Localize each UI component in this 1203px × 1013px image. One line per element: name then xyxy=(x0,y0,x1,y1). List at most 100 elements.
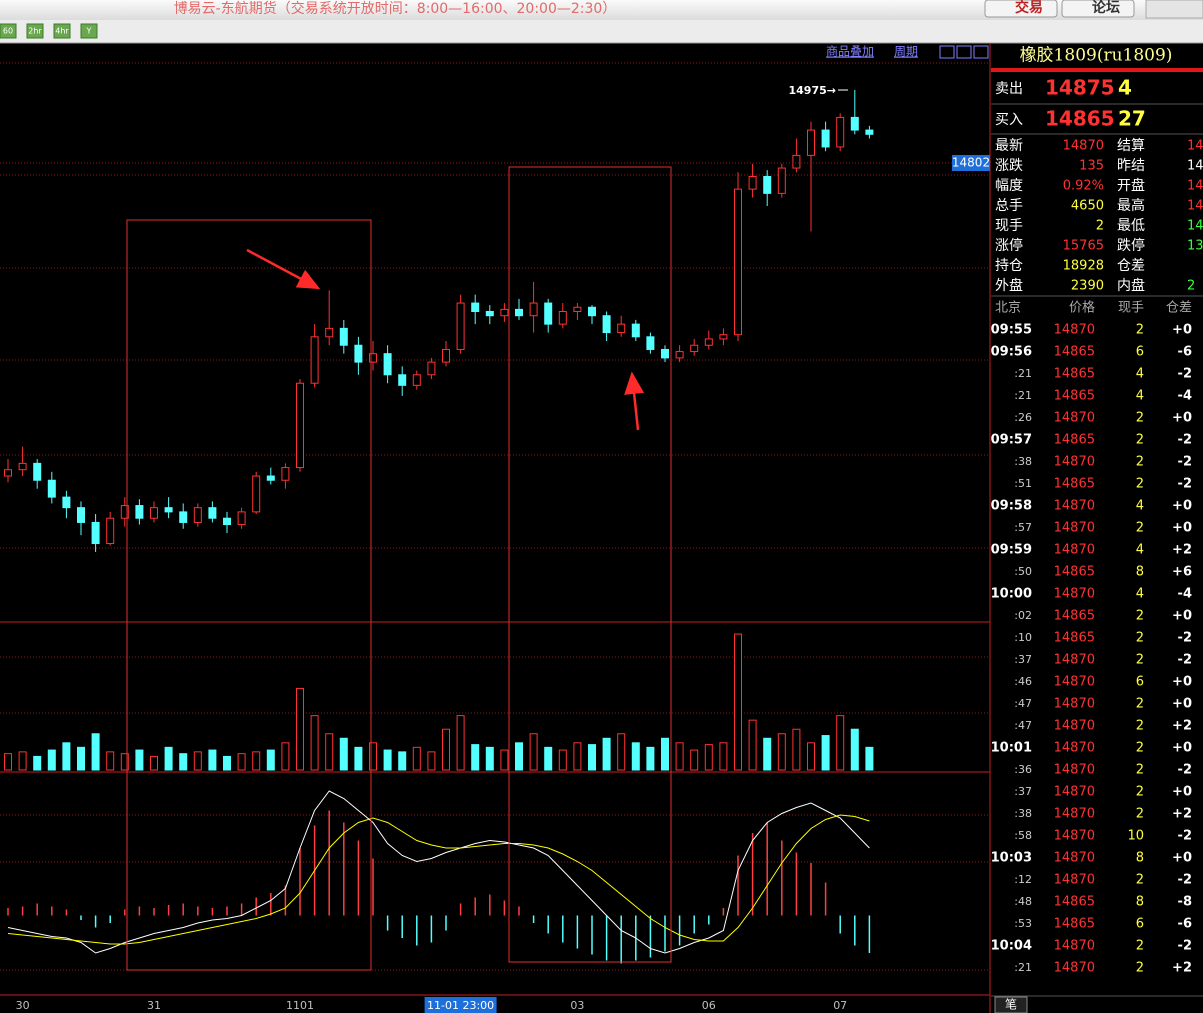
trade-volume: 6 xyxy=(1136,917,1144,932)
trade-volume: 2 xyxy=(1136,653,1144,668)
trade-change: +0 xyxy=(1172,851,1192,866)
trade-time: :51 xyxy=(1014,477,1032,490)
toolbar-label[interactable]: 2hr xyxy=(28,27,42,36)
trade-change: -2 xyxy=(1178,939,1192,954)
trades-tab[interactable]: 笔 xyxy=(1005,997,1017,1012)
link[interactable]: 商品叠加 xyxy=(826,44,874,59)
volume-bar xyxy=(792,728,801,771)
volume-bar xyxy=(310,715,319,771)
candle-body xyxy=(807,129,815,156)
trade-price: 14870 xyxy=(1054,961,1095,976)
volume-bar xyxy=(106,751,115,771)
volume-bar xyxy=(704,744,713,771)
trade-change: -4 xyxy=(1178,587,1192,602)
volume-bar xyxy=(339,737,348,771)
quote-size: 4 xyxy=(1118,76,1132,100)
trade-volume: 4 xyxy=(1136,587,1144,602)
trade-price: 14870 xyxy=(1054,697,1095,712)
toolbar-button[interactable] xyxy=(53,23,71,39)
trade-change: -2 xyxy=(1178,433,1192,448)
volume-bar xyxy=(18,751,27,771)
window-controls[interactable] xyxy=(1145,0,1203,19)
quote-row-label: 涨跌 xyxy=(995,158,1023,174)
button-label[interactable]: 论坛 xyxy=(1092,0,1120,16)
candle-body xyxy=(661,348,669,359)
trade-volume: 4 xyxy=(1136,543,1144,558)
candle-body xyxy=(252,475,261,513)
trade-change: -8 xyxy=(1178,895,1192,910)
trade-time: :12 xyxy=(1014,873,1032,886)
tab-background[interactable] xyxy=(994,996,1028,1013)
trade-volume: 2 xyxy=(1136,741,1144,756)
x-tick-label: 1101 xyxy=(286,999,314,1012)
volume-bar xyxy=(237,753,246,771)
trade-change: +0 xyxy=(1172,323,1192,338)
trade-change: +2 xyxy=(1172,543,1192,558)
volume-bar xyxy=(719,742,728,771)
plot xyxy=(0,89,952,964)
button[interactable] xyxy=(1061,0,1135,18)
trade-price: 14870 xyxy=(1054,741,1095,756)
x-tick-label: 06 xyxy=(702,999,716,1012)
link[interactable]: 周期 xyxy=(894,45,918,59)
candle-body xyxy=(354,344,363,363)
quote-row-value: 135 xyxy=(1079,159,1104,174)
volume-bar xyxy=(485,746,494,771)
trade-price: 14870 xyxy=(1054,499,1095,514)
trade-time: 09:59 xyxy=(991,543,1032,558)
candle-body xyxy=(865,129,874,135)
toolbar-label[interactable]: 4hr xyxy=(55,27,69,36)
trade-price: 14870 xyxy=(1054,807,1095,822)
quote-separators xyxy=(991,103,1203,997)
candle-body xyxy=(47,479,56,498)
volume-bar xyxy=(4,753,12,771)
quote-row-value: 15765 xyxy=(1063,239,1104,254)
volume-bar xyxy=(266,749,275,771)
trade-change: +2 xyxy=(1172,961,1192,976)
toolbar-label[interactable]: 60 xyxy=(3,27,13,36)
trade-change: +0 xyxy=(1172,609,1192,624)
quote-price: 14865 xyxy=(1045,107,1115,131)
quote-row-value: 14 xyxy=(1187,139,1203,154)
trades-header: 现手 xyxy=(1118,301,1144,316)
toolbar-button[interactable] xyxy=(26,23,44,39)
volume-bar xyxy=(427,751,436,771)
candle-body xyxy=(850,116,859,131)
candle-body xyxy=(544,302,553,325)
button[interactable] xyxy=(984,0,1058,18)
button-label[interactable]: 交易 xyxy=(1015,0,1043,16)
trade-change: -2 xyxy=(1178,477,1192,492)
trade-time: :50 xyxy=(1014,565,1032,578)
trade-change: -2 xyxy=(1178,455,1192,470)
quote-title: 橡胶1809(ru1809) xyxy=(1020,46,1173,66)
candle-body xyxy=(646,336,655,350)
volume-bar xyxy=(529,733,538,771)
quote-row-label: 内盘 xyxy=(1117,277,1145,294)
trade-price: 14870 xyxy=(1054,543,1095,558)
highlight-box xyxy=(508,166,672,963)
trade-time: 10:00 xyxy=(991,587,1032,602)
volume-bar xyxy=(412,746,421,771)
toolbar-button[interactable] xyxy=(0,23,17,39)
zoom-icons[interactable] xyxy=(939,45,989,59)
x-tick-label: 30 xyxy=(16,999,30,1012)
volume-bar xyxy=(471,744,480,771)
volume-bar xyxy=(325,733,334,771)
trade-time: :37 xyxy=(1014,785,1032,798)
volume-bar xyxy=(91,733,100,771)
quote-row-value: 13 xyxy=(1187,239,1203,254)
quote-row-label: 最新 xyxy=(995,138,1023,154)
candle-body xyxy=(631,323,640,338)
volume-bar xyxy=(442,728,450,771)
quote-row-value: 14 xyxy=(1187,159,1203,174)
last-price-box xyxy=(952,154,990,171)
toolbar-label[interactable]: Y xyxy=(86,27,92,36)
volume-bar xyxy=(150,755,158,771)
trade-volume: 2 xyxy=(1136,873,1144,888)
trade-time: :02 xyxy=(1014,609,1032,622)
candle-body xyxy=(296,382,304,469)
toolbar-button[interactable] xyxy=(80,23,98,39)
volume-bar xyxy=(120,753,129,771)
candle-body xyxy=(734,188,742,336)
trade-volume: 2 xyxy=(1136,631,1144,646)
